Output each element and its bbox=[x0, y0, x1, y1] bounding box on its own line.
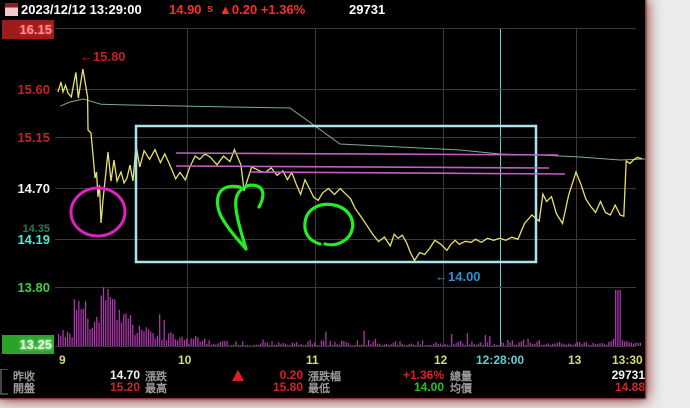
svg-text:←14.00: ←14.00 bbox=[435, 269, 481, 284]
svg-text:←15.80: ←15.80 bbox=[80, 49, 126, 64]
